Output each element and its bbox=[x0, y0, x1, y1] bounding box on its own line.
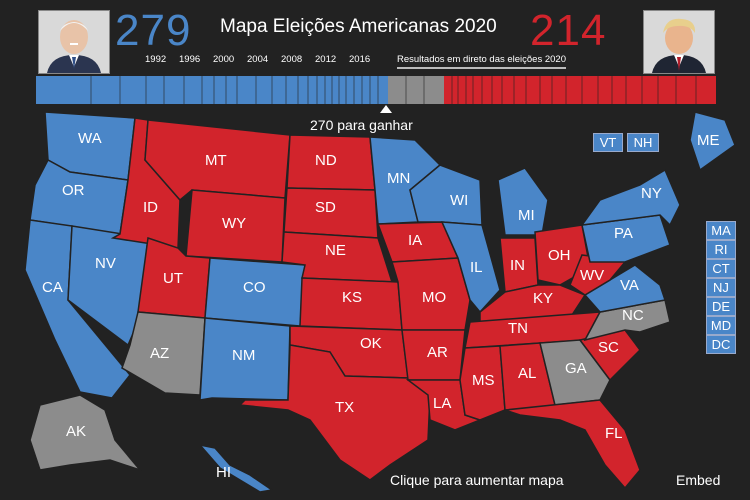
rep-electoral-votes: 214 bbox=[530, 6, 607, 55]
state-box-VT[interactable]: VT bbox=[593, 133, 623, 152]
label-MS: MS bbox=[472, 372, 495, 389]
label-AR: AR bbox=[427, 344, 448, 361]
year-link-2012[interactable]: 2012 bbox=[315, 54, 337, 65]
label-PA: PA bbox=[614, 225, 633, 242]
label-UT: UT bbox=[163, 270, 183, 287]
label-OK: OK bbox=[360, 335, 382, 352]
label-ID: ID bbox=[143, 199, 158, 216]
state-NM[interactable] bbox=[199, 317, 291, 401]
label-FL: FL bbox=[605, 425, 623, 442]
label-IA: IA bbox=[408, 232, 422, 249]
embed-link[interactable]: Embed bbox=[676, 472, 721, 488]
label-CA: CA bbox=[42, 279, 63, 296]
label-SC: SC bbox=[598, 339, 619, 356]
year-selector: 1992 1996 2000 2004 2008 2012 2016 bbox=[145, 54, 383, 65]
state-box-NJ[interactable]: NJ bbox=[706, 278, 736, 297]
win-threshold-marker-icon bbox=[380, 105, 392, 113]
label-MN: MN bbox=[387, 170, 410, 187]
state-NY[interactable] bbox=[580, 168, 681, 227]
label-WV: WV bbox=[580, 267, 604, 284]
label-SD: SD bbox=[315, 199, 336, 216]
year-link-2000[interactable]: 2000 bbox=[213, 54, 235, 65]
label-NV: NV bbox=[95, 255, 116, 272]
label-CO: CO bbox=[243, 279, 266, 296]
year-link-2016[interactable]: 2016 bbox=[349, 54, 371, 65]
page-title: Mapa Eleições Americanas 2020 bbox=[220, 16, 497, 37]
state-labels: WA OR CA NV ID MT WY UT CO AZ NM ND SD N… bbox=[42, 130, 720, 481]
label-LA: LA bbox=[433, 395, 451, 412]
state-box-DE[interactable]: DE bbox=[706, 297, 736, 316]
label-TX: TX bbox=[335, 399, 354, 416]
label-HI: HI bbox=[216, 464, 231, 481]
state-HI[interactable] bbox=[197, 443, 274, 493]
state-FL[interactable] bbox=[504, 399, 641, 490]
dem-candidate-photo bbox=[38, 10, 110, 74]
enlarge-map-link[interactable]: Clique para aumentar mapa bbox=[390, 472, 564, 488]
label-NY: NY bbox=[641, 185, 662, 202]
state-box-CT[interactable]: CT bbox=[706, 259, 736, 278]
year-link-1996[interactable]: 1996 bbox=[179, 54, 201, 65]
dem-electoral-votes: 279 bbox=[115, 6, 192, 55]
label-ME: ME bbox=[697, 132, 720, 149]
to-win-label: 270 para ganhar bbox=[310, 117, 413, 133]
label-MI: MI bbox=[518, 207, 535, 224]
label-TN: TN bbox=[508, 320, 528, 337]
label-AK: AK bbox=[66, 423, 86, 440]
state-box-RI[interactable]: RI bbox=[706, 240, 736, 259]
state-MI[interactable] bbox=[497, 167, 549, 236]
label-NC: NC bbox=[622, 307, 644, 324]
label-WI: WI bbox=[450, 192, 468, 209]
label-GA: GA bbox=[565, 360, 587, 377]
state-box-MA[interactable]: MA bbox=[706, 221, 736, 240]
state-AK[interactable] bbox=[29, 394, 143, 472]
label-NE: NE bbox=[325, 242, 346, 259]
label-MT: MT bbox=[205, 152, 227, 169]
state-ME[interactable] bbox=[689, 111, 736, 172]
state-GA[interactable] bbox=[539, 339, 611, 406]
electoral-tally-bar bbox=[36, 76, 716, 104]
us-states-map: WA OR CA NV ID MT WY UT CO AZ NM ND SD N… bbox=[24, 111, 736, 493]
state-box-MD[interactable]: MD bbox=[706, 316, 736, 335]
state-TX[interactable] bbox=[238, 344, 431, 481]
state-box-DC[interactable]: DC bbox=[706, 335, 736, 354]
year-link-2004[interactable]: 2004 bbox=[247, 54, 269, 65]
year-link-1992[interactable]: 1992 bbox=[145, 54, 167, 65]
label-OR: OR bbox=[62, 182, 85, 199]
label-IN: IN bbox=[510, 257, 525, 274]
state-box-NH[interactable]: NH bbox=[627, 133, 659, 152]
live-results-link[interactable]: Resultados em direto das eleições 2020 bbox=[397, 54, 566, 69]
year-link-2008[interactable]: 2008 bbox=[281, 54, 303, 65]
label-KY: KY bbox=[533, 290, 553, 307]
label-OH: OH bbox=[548, 247, 571, 264]
label-MO: MO bbox=[422, 289, 446, 306]
label-NM: NM bbox=[232, 347, 255, 364]
label-VA: VA bbox=[620, 277, 639, 294]
label-IL: IL bbox=[470, 259, 483, 276]
label-WY: WY bbox=[222, 215, 246, 232]
label-AL: AL bbox=[518, 365, 536, 382]
rep-candidate-photo bbox=[643, 10, 715, 74]
label-WA: WA bbox=[78, 130, 102, 147]
label-AZ: AZ bbox=[150, 345, 169, 362]
label-KS: KS bbox=[342, 289, 362, 306]
label-ND: ND bbox=[315, 152, 337, 169]
